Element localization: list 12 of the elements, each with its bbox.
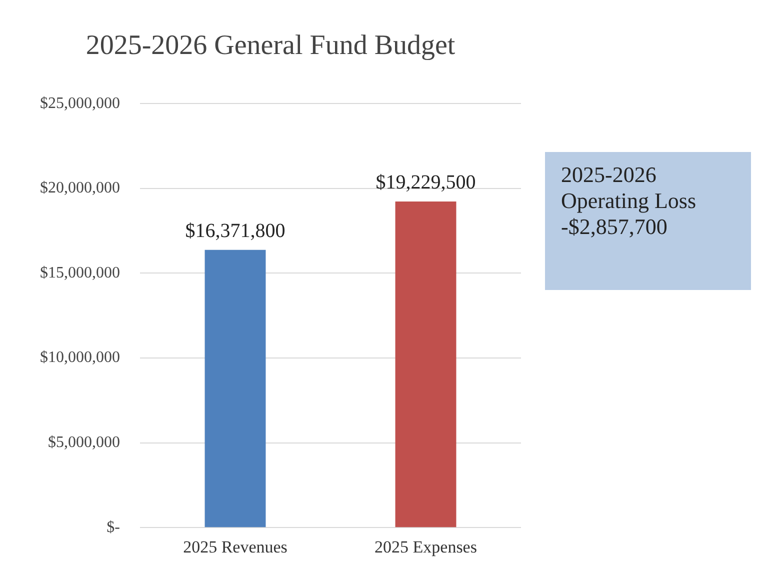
y-tick-label: $10,000,000 bbox=[40, 349, 120, 366]
data-label: $16,371,800 bbox=[185, 220, 286, 242]
chart-title: 2025-2026 General Fund Budget bbox=[86, 30, 456, 62]
y-tick-label: $15,000,000 bbox=[40, 264, 120, 282]
y-tick-label: $- bbox=[106, 518, 120, 536]
x-tick-label: 2025 Expenses bbox=[374, 537, 477, 556]
y-tick-label: $5,000,000 bbox=[48, 434, 120, 452]
text: 2025-2026 Operating Loss -$2,857,700 bbox=[545, 152, 751, 290]
data-label: $19,229,500 bbox=[376, 172, 476, 194]
y-tick-label: $25,000,000 bbox=[40, 94, 120, 112]
x-tick-label: 2025 Revenues bbox=[183, 537, 288, 556]
y-tick-label: $20,000,000 bbox=[40, 180, 120, 197]
